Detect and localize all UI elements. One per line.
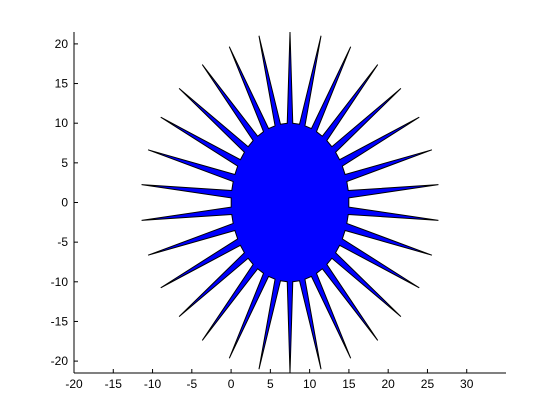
x-tick-label: 20 <box>382 377 396 391</box>
x-tick-label: -15 <box>105 377 123 391</box>
axes: -20 -15 -10 -5 0 5 10 15 20 25 30 -20 -15 -10 -5 0 5 10 15… <box>51 32 506 391</box>
y-tick-label: 5 <box>61 156 68 170</box>
star-polygon <box>141 31 439 374</box>
plot-area <box>141 31 439 374</box>
x-tick-label: -20 <box>65 377 83 391</box>
x-tick-label: 0 <box>228 377 235 391</box>
y-tick-label: 0 <box>61 196 68 210</box>
x-tick-label: 15 <box>342 377 356 391</box>
y-tick-label: 10 <box>55 116 69 130</box>
x-tick-label: 25 <box>421 377 435 391</box>
y-tick-label: -15 <box>51 314 69 328</box>
y-tick-label: -10 <box>51 275 69 289</box>
x-tick-label: 30 <box>460 377 474 391</box>
x-tick-label: 10 <box>303 377 317 391</box>
y-tick-label: -20 <box>51 354 69 368</box>
y-tick-label: 20 <box>55 37 69 51</box>
y-tick-label: 15 <box>55 77 69 91</box>
y-tick-label: -5 <box>57 235 68 249</box>
x-tick-label: -5 <box>186 377 197 391</box>
x-tick-label: -10 <box>144 377 162 391</box>
x-tick-label: 5 <box>267 377 274 391</box>
